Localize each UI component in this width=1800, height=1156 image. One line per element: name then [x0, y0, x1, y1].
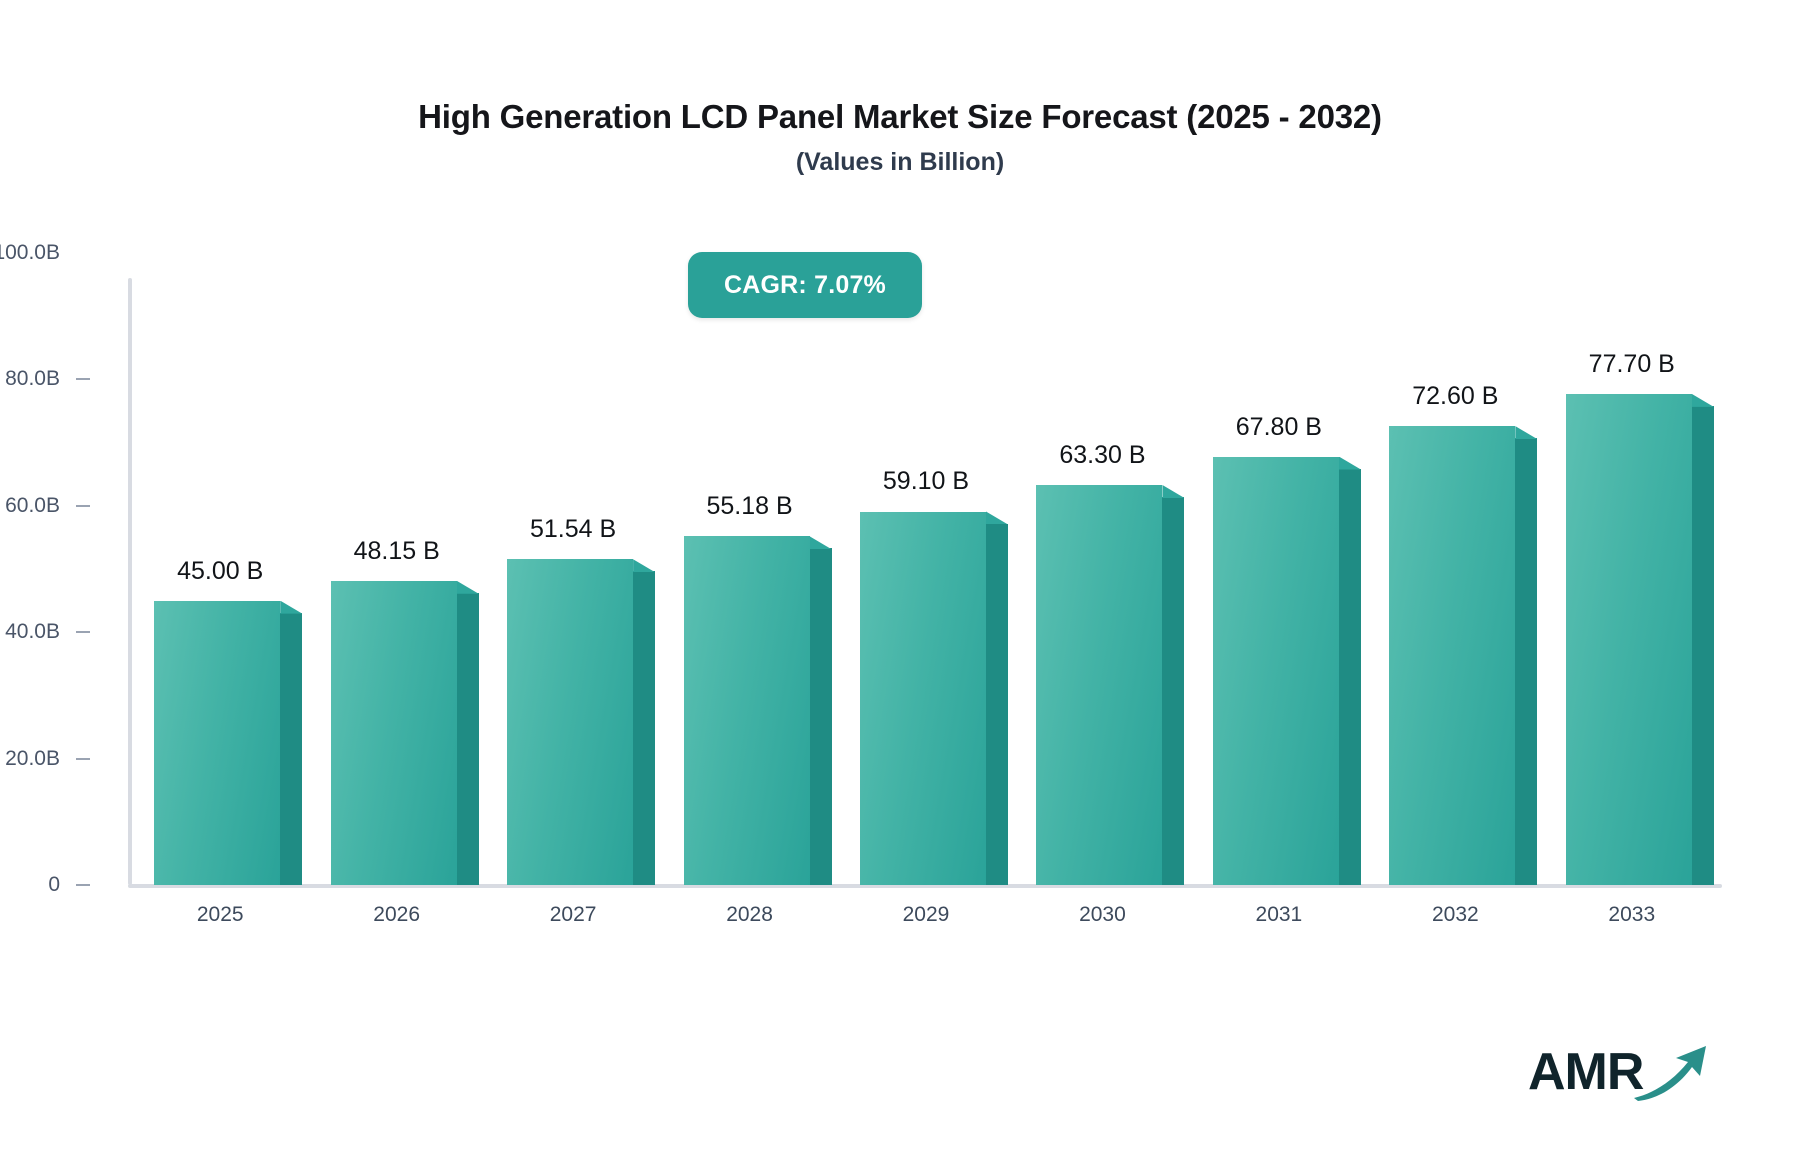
bar-top-face: [1162, 484, 1185, 498]
bar-front-face: [1036, 484, 1163, 885]
y-axis-tick-label: 100.0B: [0, 241, 60, 264]
y-axis-tick-mark: [76, 504, 90, 507]
page-title: High Generation LCD Panel Market Size Fo…: [418, 98, 1382, 135]
y-axis-tick-label: 60.0B: [5, 493, 60, 517]
y-axis-tick: 20.0B: [0, 746, 128, 770]
x-axis-label: 2033: [1608, 903, 1656, 926]
bar-front-face: [507, 559, 634, 885]
y-axis-tick: 100.0B: [0, 241, 128, 264]
x-axis-label: 2025: [196, 903, 244, 926]
x-axis-label: 2032: [1431, 903, 1479, 926]
bar-side-face: [986, 523, 1008, 885]
bar-front-face: [154, 600, 281, 885]
bar-front-face: [1389, 426, 1516, 885]
bar-value-label: 63.30 B: [1059, 440, 1146, 469]
growth-arrow-icon: [1634, 1046, 1706, 1101]
bar: [683, 0, 832, 885]
bar: [860, 0, 1008, 885]
bar-side-face: [633, 571, 656, 885]
y-axis-tick-mark: [76, 884, 90, 886]
bar-side-face: [456, 592, 479, 885]
y-axis-tick-mark: [76, 378, 90, 381]
bar-value-label: 45.00 B: [177, 556, 264, 585]
bar: [507, 0, 656, 885]
x-axis-label: 2029: [902, 903, 950, 926]
bar: [1036, 0, 1185, 885]
bar-value-label: 48.15 B: [353, 536, 440, 565]
bar: [1212, 0, 1361, 885]
bar-value-label: 77.70 B: [1588, 349, 1675, 378]
y-axis-tick-label: 80.0B: [5, 367, 60, 391]
y-axis-tick-label: 0: [48, 873, 60, 896]
y-axis-tick-label: 40.0B: [5, 620, 60, 644]
bar-side-face: [280, 612, 303, 885]
amr-logo-text: AMR: [1528, 1043, 1644, 1101]
bar-side-face: [1691, 405, 1714, 885]
bar: [330, 0, 479, 885]
y-axis-tick-mark: [76, 631, 90, 634]
bar-value-label: 55.18 B: [706, 492, 793, 521]
bar-front-face: [683, 536, 810, 885]
bar-front-face: [1565, 393, 1692, 885]
y-axis-tick: 0: [0, 873, 128, 896]
amr-logo: AMR: [1528, 1040, 1708, 1110]
y-axis-tick: 40.0B: [0, 620, 128, 644]
bar-side-face: [1515, 438, 1538, 885]
bar-value-label: 51.54 B: [530, 515, 617, 544]
bar: [1389, 0, 1538, 885]
bar-front-face: [860, 511, 986, 885]
bar-front-face: [330, 580, 457, 885]
bar-top-face: [1515, 426, 1538, 440]
bar-top-face: [1338, 456, 1361, 470]
bar-value-label: 72.60 B: [1412, 382, 1499, 411]
x-axis-label: 2030: [1079, 903, 1126, 926]
x-axis-label: 2027: [549, 903, 597, 926]
bar-side-face: [1338, 468, 1361, 885]
bar-front-face: [1212, 456, 1339, 885]
y-axis-tick: 60.0B: [0, 493, 128, 517]
cagr-badge: CAGR: 7.07%: [688, 252, 922, 318]
bar-value-label: 67.80 B: [1235, 412, 1322, 441]
y-axis-tick: 80.0B: [0, 367, 128, 391]
bar-side-face: [1162, 496, 1185, 885]
x-axis-label: 2028: [726, 903, 773, 926]
bar: [1565, 0, 1714, 885]
bar-top-face: [1691, 393, 1714, 407]
chart-subtitle: (Values in Billion): [795, 148, 1005, 176]
y-axis-tick-label: 20.0B: [5, 746, 60, 770]
y-axis-tick-mark: [76, 757, 90, 760]
bar-side-face: [809, 548, 832, 885]
x-axis-label: 2031: [1255, 903, 1303, 926]
bar: [154, 0, 303, 885]
x-axis-label: 2026: [373, 903, 421, 926]
bar-value-label: 59.10 B: [882, 467, 970, 496]
x-axis-line: [128, 884, 1722, 888]
y-axis-line: [128, 278, 132, 885]
